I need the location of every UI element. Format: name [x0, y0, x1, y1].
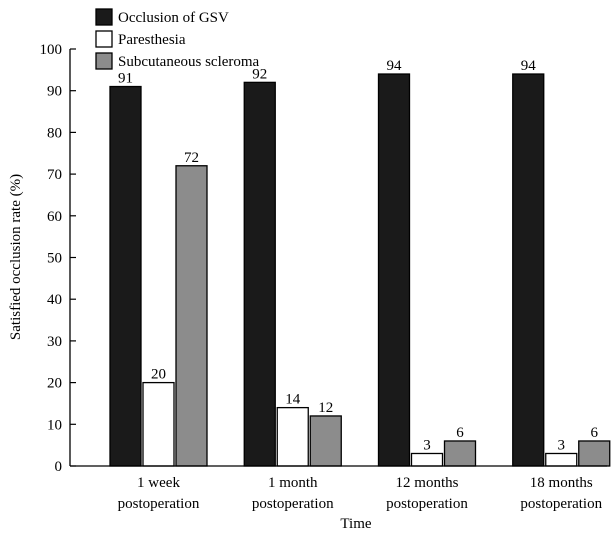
data-label: 14 [285, 392, 301, 408]
legend: Occlusion of GSV Paresthesia Subcutaneous … [95, 8, 260, 70]
legend-label: Paresthesia [118, 32, 186, 48]
bar [410, 452, 444, 467]
bar [309, 415, 342, 467]
y-tick-label: 100 [40, 42, 63, 58]
x-axis-label: Time [340, 516, 371, 532]
bar [512, 73, 545, 467]
data-label: 92 [252, 66, 267, 82]
legend-swatch [95, 52, 113, 70]
y-tick-label: 10 [47, 417, 62, 433]
data-label: 12 [318, 400, 333, 416]
x-tick-label: postoperation [252, 496, 334, 512]
y-axis: 0 10 20 30 40 50 60 70 80 90 100 [40, 42, 76, 475]
data-label: 6 [456, 425, 464, 441]
legend-label: Occlusion of GSV [118, 10, 229, 26]
legend-label: Subcutaneous scleroma [118, 54, 260, 70]
bar [545, 452, 578, 467]
x-tick-label: 18 months [530, 475, 593, 491]
y-tick-label: 80 [47, 125, 62, 141]
data-label: 91 [118, 71, 133, 87]
bar [142, 381, 175, 467]
x-tick-label: postoperation [118, 496, 200, 512]
bar [243, 81, 276, 467]
x-axis: 1 week postoperation 1 month postoperation 1… [70, 465, 607, 512]
x-tick-label: postoperation [520, 496, 602, 512]
bars: 91 20 72 92 14 12 94 3 6 94 3 6 [109, 58, 611, 467]
bar [578, 440, 611, 467]
bar [276, 406, 309, 467]
y-tick-label: 20 [47, 376, 62, 392]
x-tick-label: 12 months [396, 475, 459, 491]
bar [443, 440, 477, 467]
data-label: 3 [423, 437, 431, 453]
legend-swatch [95, 8, 113, 26]
data-label: 94 [521, 58, 537, 74]
bar [109, 85, 142, 467]
x-tick-label: 1 month [268, 475, 318, 491]
x-tick-label: 1 week [137, 475, 180, 491]
data-label: 6 [591, 425, 599, 441]
y-tick-label: 70 [47, 167, 62, 183]
data-label: 3 [558, 437, 566, 453]
y-tick-label: 60 [47, 209, 62, 225]
y-tick-label: 30 [47, 334, 62, 350]
data-label: 94 [387, 58, 403, 74]
legend-swatch [95, 30, 113, 48]
y-tick-label: 90 [47, 84, 62, 100]
y-axis-label: Satisfied occlusion rate (%) [8, 174, 24, 340]
x-tick-label: postoperation [386, 496, 468, 512]
bar [377, 73, 411, 467]
data-label: 72 [184, 150, 199, 166]
y-tick-label: 50 [47, 251, 62, 267]
bar [175, 165, 208, 467]
y-tick-label: 40 [47, 292, 62, 308]
y-tick-label: 0 [55, 459, 63, 475]
data-label: 20 [151, 367, 166, 383]
